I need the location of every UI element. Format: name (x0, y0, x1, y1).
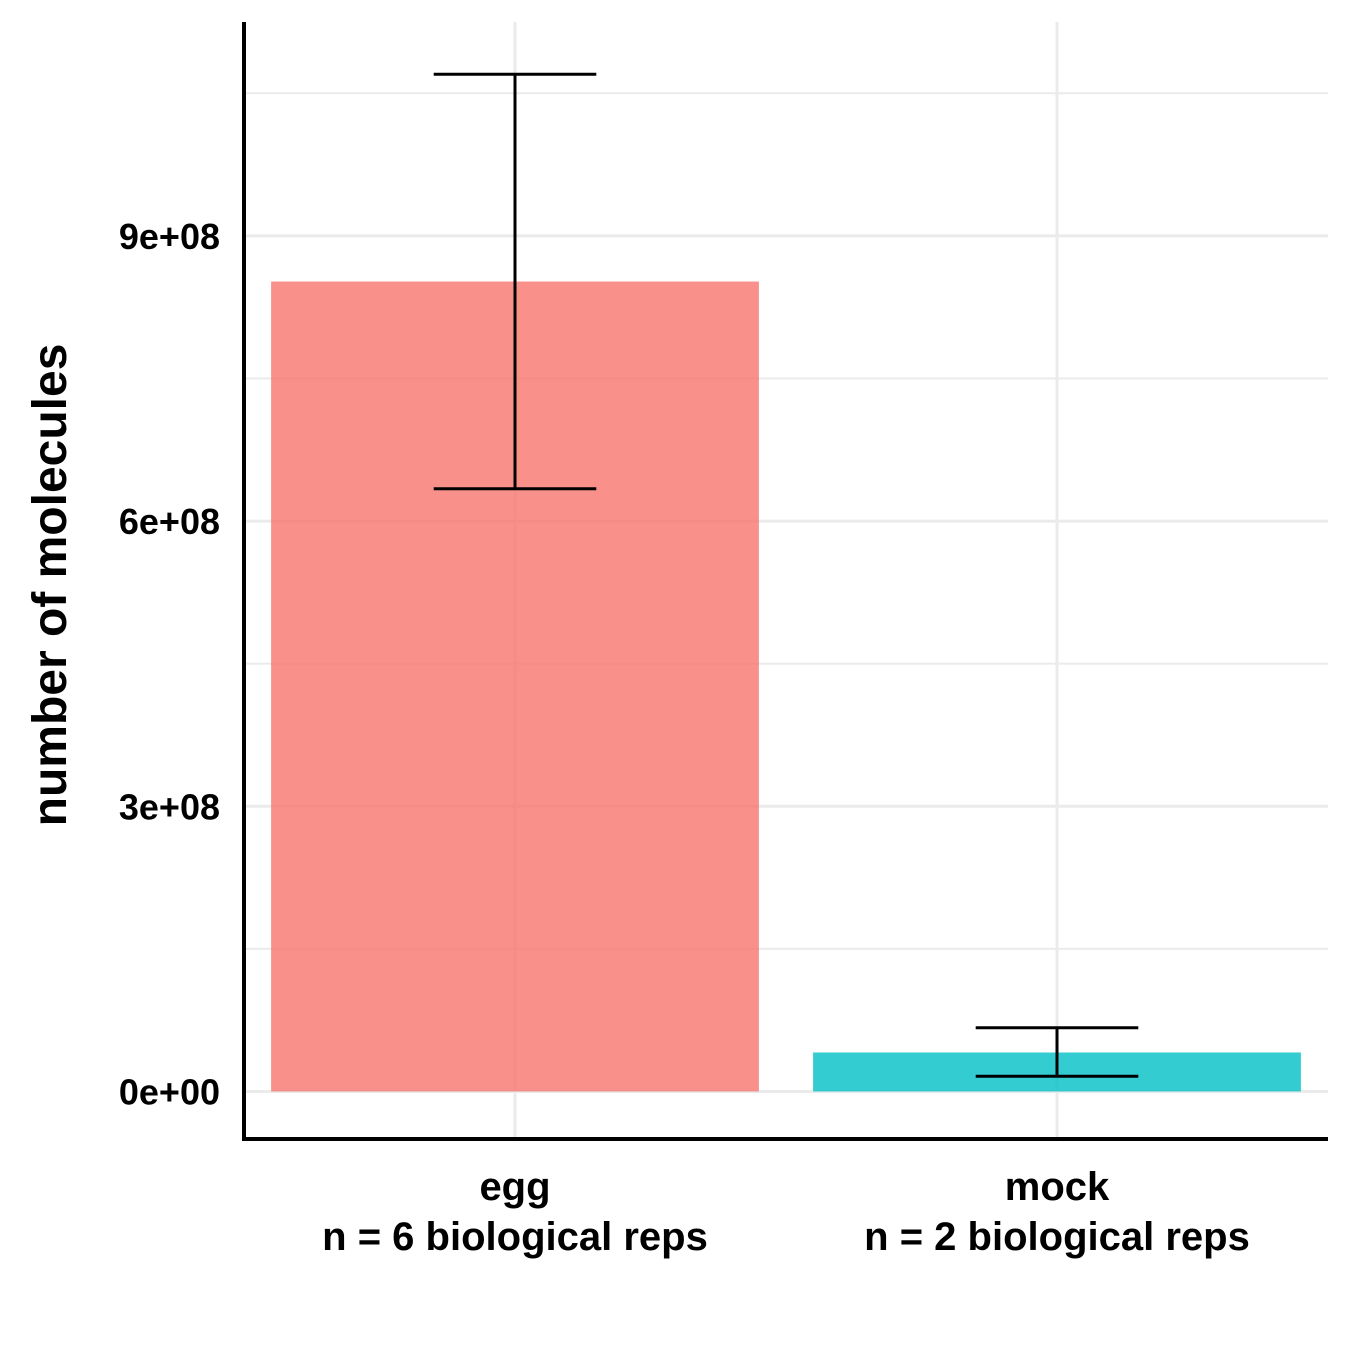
y-tick-label: 6e+08 (119, 501, 220, 542)
error-bar-egg (433, 72, 597, 491)
y-axis-title: number of molecules (24, 344, 77, 827)
axis-layer (242, 22, 1328, 1141)
error-bar-mock (975, 1026, 1139, 1078)
x-tick-label-reps: n = 2 biological reps (864, 1215, 1250, 1259)
error-bar-layer (433, 72, 1139, 1078)
y-tick-label: 9e+08 (119, 216, 220, 257)
tick-label-layer: 0e+00 3e+08 6e+08 9e+08 egg n = 6 biological … (119, 216, 1250, 1259)
x-tick-label-name: egg (479, 1165, 550, 1209)
x-tick-label-reps: n = 6 biological reps (322, 1215, 708, 1259)
y-tick-label: 3e+08 (119, 786, 220, 827)
x-tick-label-name: mock (1005, 1165, 1110, 1209)
y-tick-label: 0e+00 (119, 1071, 220, 1112)
bar-layer (271, 281, 1301, 1092)
